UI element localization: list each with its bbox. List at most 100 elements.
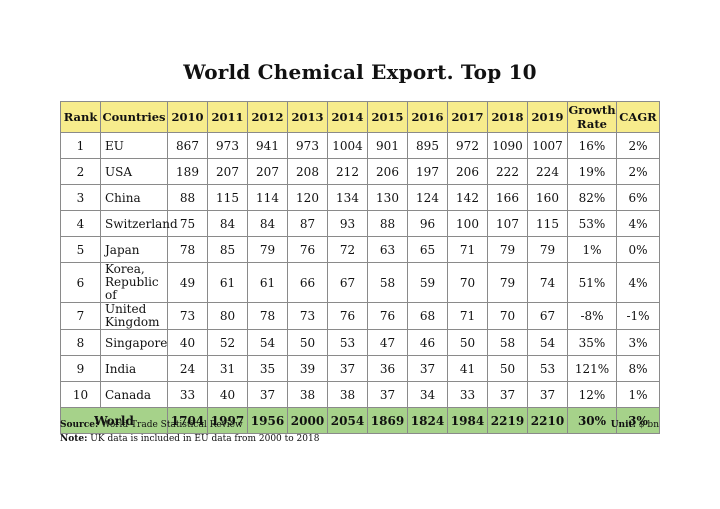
- value-cell: 37: [247, 381, 288, 408]
- value-cell: 37: [367, 381, 408, 408]
- value-cell: 1007: [527, 132, 568, 159]
- table-row: 7 United Kingdom 73 80 78 73 76 76 68 71 70 67 -8% -1…: [60, 302, 660, 330]
- source-note: Source: World Trade Statistical Review: [60, 418, 243, 432]
- rank-cell: 8: [60, 329, 101, 356]
- value-cell: 78: [247, 302, 288, 330]
- value-cell: 107: [487, 210, 528, 237]
- note-text: UK data is included in EU data from 2000…: [87, 434, 320, 444]
- column-header: 2013: [287, 101, 328, 133]
- total-growth-cell: 30%: [567, 407, 617, 434]
- value-cell: 207: [207, 158, 248, 185]
- value-cell: 63: [367, 236, 408, 263]
- value-cell: 96: [407, 210, 448, 237]
- value-cell: 61: [247, 262, 288, 303]
- column-header: 2019: [527, 101, 568, 133]
- total-value-cell: 2210: [527, 407, 568, 434]
- rank-cell: 2: [60, 158, 101, 185]
- growth-rate-cell: 35%: [567, 329, 617, 356]
- growth-rate-cell: 121%: [567, 355, 617, 382]
- value-cell: 88: [167, 184, 208, 211]
- cagr-cell: 1%: [616, 381, 660, 408]
- value-cell: 134: [327, 184, 368, 211]
- value-cell: 79: [527, 236, 568, 263]
- column-header: Growth Rate: [567, 101, 617, 133]
- table-row: 6 Korea, Republic of 49 61 61 66 67 58 59 70 79 74 5…: [60, 262, 660, 303]
- page-title: World Chemical Export. Top 10: [183, 60, 537, 84]
- table-row: 8 Singapore 40 52 54 50 53 47 46 50 58 54 35% 3%: [60, 329, 660, 356]
- table-row: 9 India 24 31 35 39 37 36 37 41 50 53 121% 8%: [60, 355, 660, 382]
- rank-cell: 7: [60, 302, 101, 330]
- country-cell: EU: [100, 132, 168, 159]
- column-header: Rank: [60, 101, 101, 133]
- cagr-cell: -1%: [616, 302, 660, 330]
- unit-note: Unit: $ bn: [611, 418, 659, 432]
- value-cell: 197: [407, 158, 448, 185]
- value-cell: 93: [327, 210, 368, 237]
- cagr-cell: 8%: [616, 355, 660, 382]
- value-cell: 79: [247, 236, 288, 263]
- value-cell: 74: [527, 262, 568, 303]
- table-row: 10 Canada 33 40 37 38 38 37 34 33 37 37 12% 1%: [60, 381, 660, 408]
- total-cagr-cell: 3%: [616, 407, 660, 434]
- data-note: Note: UK data is included in EU data fro…: [60, 432, 659, 446]
- value-cell: 901: [367, 132, 408, 159]
- column-header: CAGR: [616, 101, 660, 133]
- cagr-cell: 3%: [616, 329, 660, 356]
- cagr-cell: 4%: [616, 210, 660, 237]
- country-cell: Canada: [100, 381, 168, 408]
- value-cell: 100: [447, 210, 488, 237]
- footer-notes: Source: World Trade Statistical Review U…: [60, 418, 659, 446]
- value-cell: 85: [207, 236, 248, 263]
- value-cell: 58: [367, 262, 408, 303]
- growth-rate-cell: 51%: [567, 262, 617, 303]
- value-cell: 54: [247, 329, 288, 356]
- cagr-cell: 2%: [616, 132, 660, 159]
- rank-cell: 3: [60, 184, 101, 211]
- value-cell: 115: [527, 210, 568, 237]
- value-cell: 50: [447, 329, 488, 356]
- note-label: Note:: [60, 434, 88, 444]
- value-cell: 71: [447, 236, 488, 263]
- column-header: Countries: [100, 101, 168, 133]
- value-cell: 212: [327, 158, 368, 185]
- value-cell: 39: [287, 355, 328, 382]
- total-value-cell: 2219: [487, 407, 528, 434]
- value-cell: 53: [327, 329, 368, 356]
- table-row: 3 China 88 115 114 120 134 130 124 142 166 160 82% 6%: [60, 184, 660, 211]
- cagr-cell: 0%: [616, 236, 660, 263]
- value-cell: 160: [527, 184, 568, 211]
- value-cell: 24: [167, 355, 208, 382]
- value-cell: 895: [407, 132, 448, 159]
- value-cell: 1090: [487, 132, 528, 159]
- value-cell: 88: [367, 210, 408, 237]
- growth-rate-cell: 1%: [567, 236, 617, 263]
- value-cell: 38: [287, 381, 328, 408]
- value-cell: 52: [207, 329, 248, 356]
- chemical-export-table: Rank Countries 2010 2011 2012 2013 2014 2015 201…: [60, 101, 660, 434]
- column-header: 2012: [247, 101, 288, 133]
- value-cell: 68: [407, 302, 448, 330]
- column-header: 2015: [367, 101, 408, 133]
- growth-rate-cell: 19%: [567, 158, 617, 185]
- country-cell: United Kingdom: [100, 302, 168, 330]
- total-value-cell: 2000: [287, 407, 328, 434]
- growth-rate-cell: 82%: [567, 184, 617, 211]
- value-cell: 31: [207, 355, 248, 382]
- rank-cell: 5: [60, 236, 101, 263]
- header-row: Rank Countries 2010 2011 2012 2013 2014 2015 201…: [60, 101, 660, 133]
- value-cell: 34: [407, 381, 448, 408]
- value-cell: 33: [447, 381, 488, 408]
- value-cell: 222: [487, 158, 528, 185]
- unit-text: $ bn: [635, 420, 659, 430]
- value-cell: 40: [207, 381, 248, 408]
- total-row: World 1704 1997 1956 2000 2054 1869 1824 1984 221…: [60, 407, 660, 434]
- cagr-cell: 4%: [616, 262, 660, 303]
- value-cell: 78: [167, 236, 208, 263]
- growth-rate-cell: 16%: [567, 132, 617, 159]
- table-row: 2 USA 189 207 207 208 212 206 197 206 222 224 19% 2%: [60, 158, 660, 185]
- rank-cell: 9: [60, 355, 101, 382]
- total-label: World: [60, 407, 168, 434]
- source-text: World Trade Statistical Review: [98, 420, 243, 430]
- column-header: 2010: [167, 101, 208, 133]
- value-cell: 46: [407, 329, 448, 356]
